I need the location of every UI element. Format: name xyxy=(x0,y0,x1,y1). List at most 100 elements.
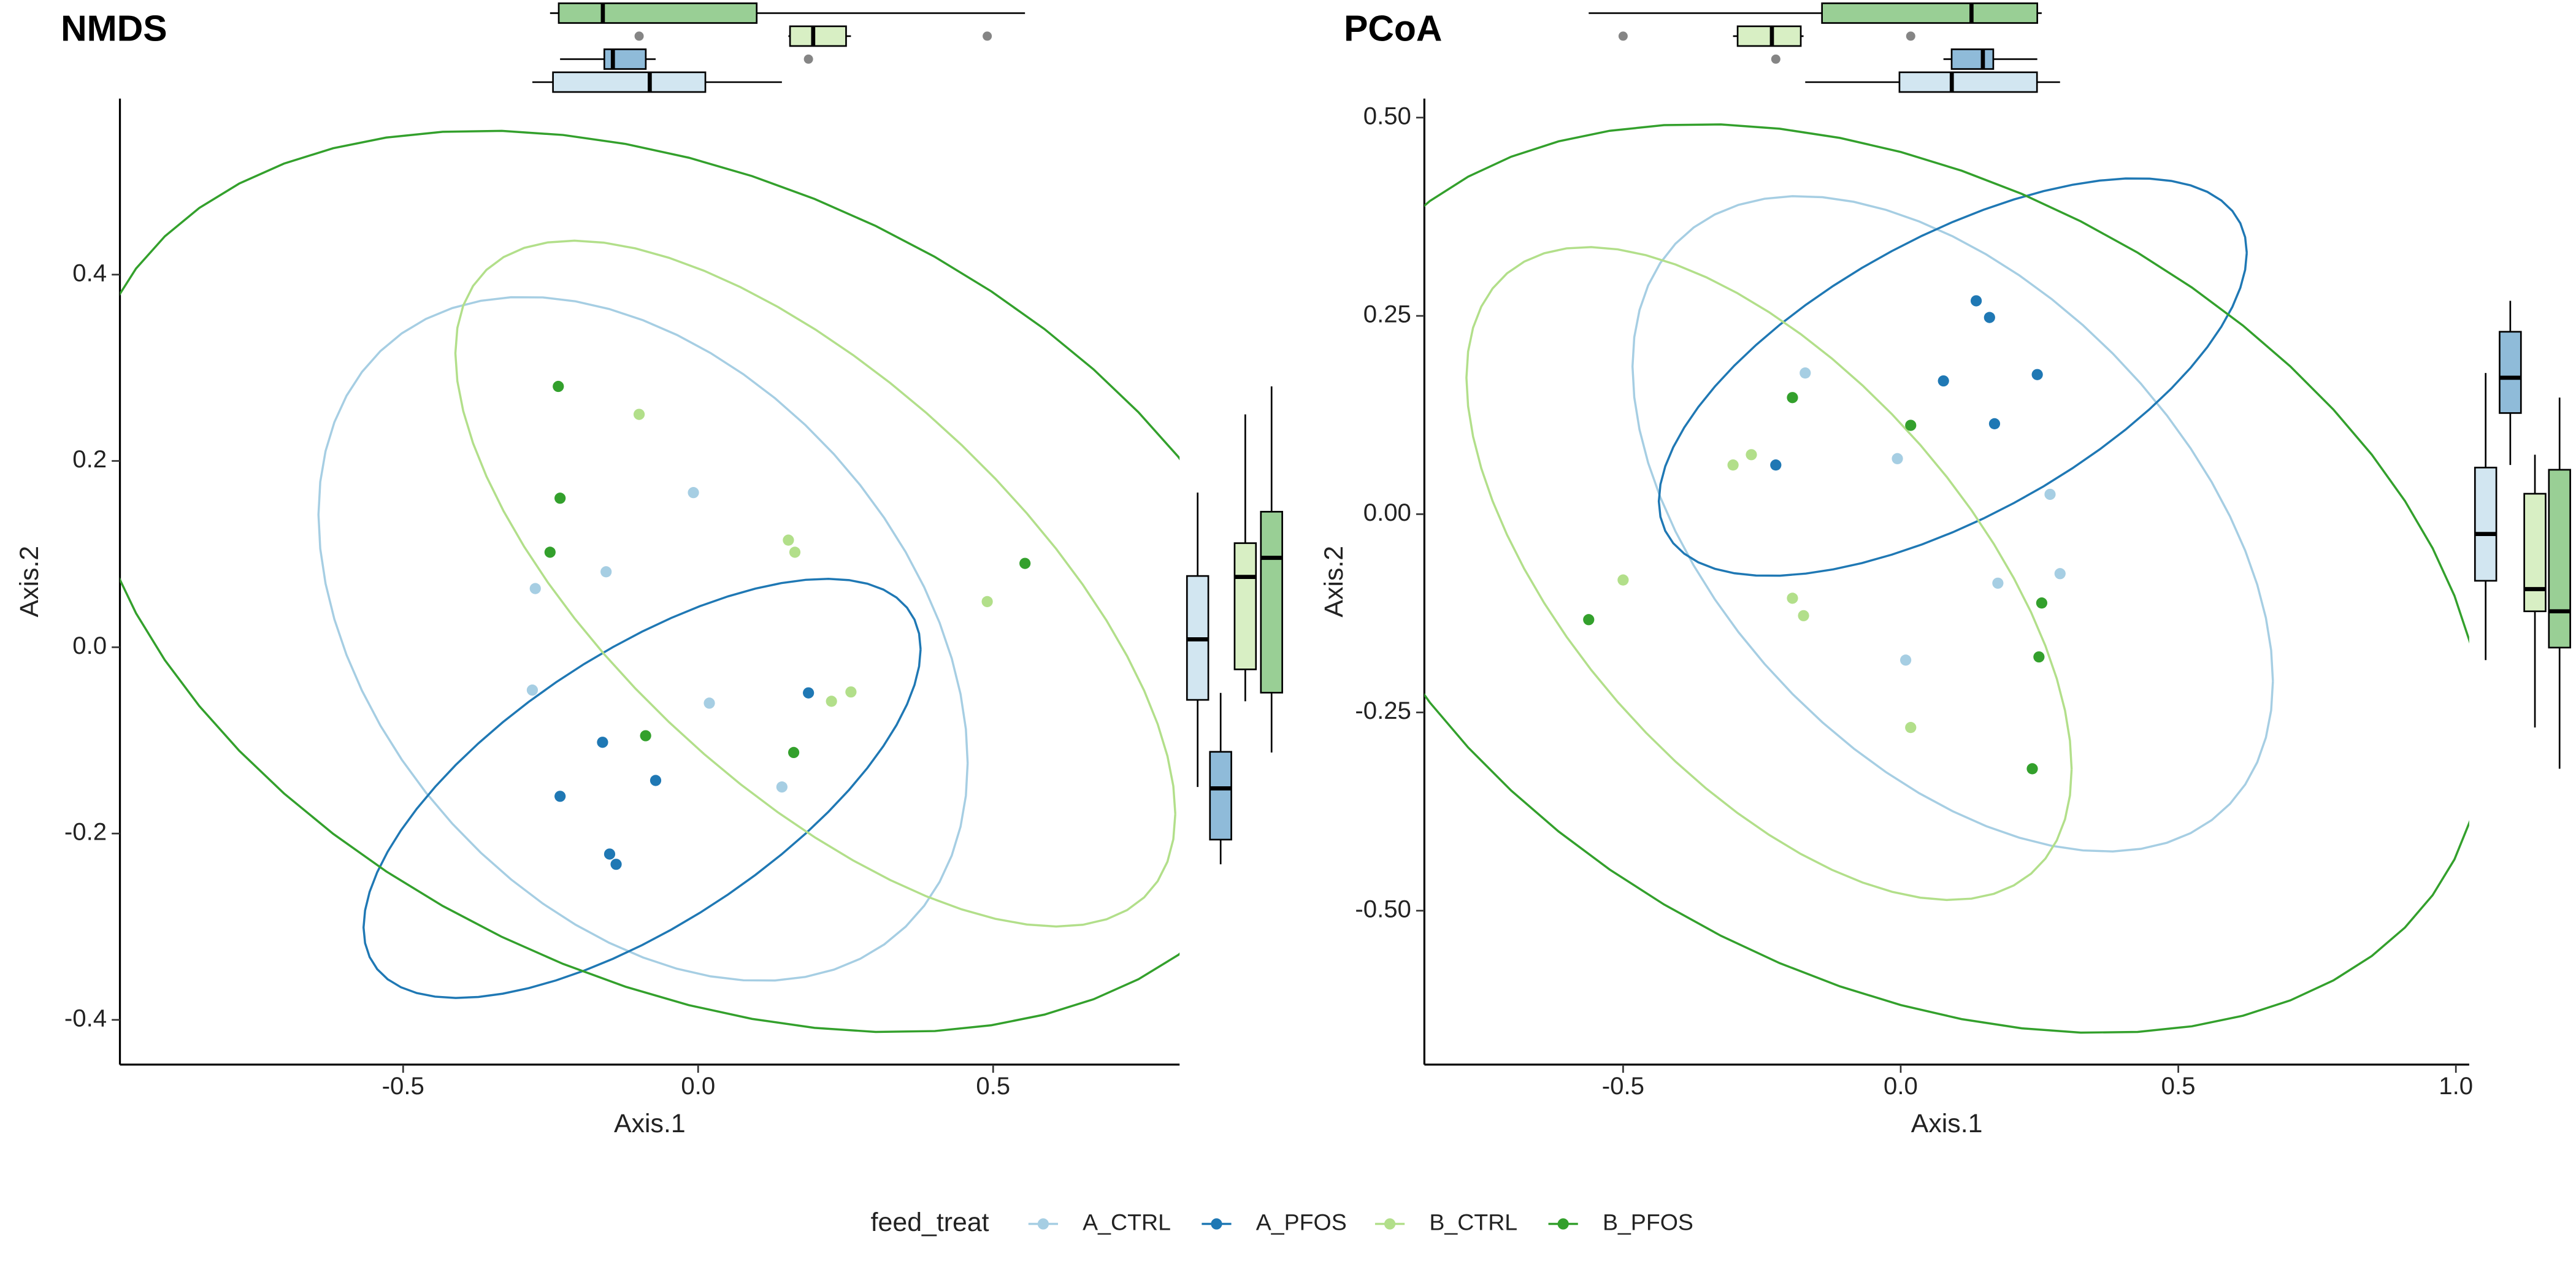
box xyxy=(1260,510,1283,694)
point xyxy=(2054,568,2066,580)
point xyxy=(640,730,651,742)
point xyxy=(1905,722,1917,734)
point xyxy=(803,687,815,699)
point xyxy=(544,546,556,558)
y-tick-label: 0.00 xyxy=(1363,499,1411,526)
point xyxy=(650,775,662,786)
point xyxy=(2044,488,2056,500)
ellipse xyxy=(1657,177,2248,577)
point xyxy=(554,493,566,504)
point xyxy=(1984,312,1995,323)
panel: PCoA -0.5 0.0 0.5 1.0 -0.50 -0.25 0.00 0.25 0.50 A… xyxy=(1319,2,2571,1138)
x-tick-label: 0.0 xyxy=(681,1072,715,1100)
legend: feed_treat A_CTRL A_PFOS B_CTRL B_PFOS xyxy=(871,1208,1693,1237)
point xyxy=(1787,592,1798,604)
ellipse xyxy=(317,296,969,982)
box xyxy=(1898,71,2038,93)
point xyxy=(554,791,566,802)
point xyxy=(1938,375,1949,387)
point xyxy=(604,848,616,860)
point xyxy=(600,566,612,578)
box-outlier xyxy=(803,54,813,64)
legend-key-point xyxy=(1211,1218,1222,1230)
point xyxy=(703,697,715,709)
y-tick-label: -0.2 xyxy=(64,818,107,846)
y-tick-label: -0.4 xyxy=(64,1004,107,1032)
panel: NMDS -0.5 0.0 0.5 -0.4 -0.2 0.0 0.2 0.4 Axis.1 Axi… xyxy=(15,2,1283,1138)
point xyxy=(1583,614,1595,626)
point xyxy=(2036,597,2048,609)
y-tick-label: 0.25 xyxy=(1363,301,1411,328)
point xyxy=(688,487,699,499)
point xyxy=(788,746,800,759)
ellipse xyxy=(362,577,922,999)
box xyxy=(558,2,758,24)
legend-title: feed_treat xyxy=(871,1208,989,1237)
legend-label: A_PFOS xyxy=(1256,1209,1347,1235)
point xyxy=(553,380,564,393)
box xyxy=(2499,331,2522,414)
x-axis-label: Axis.1 xyxy=(1911,1109,1983,1138)
point xyxy=(776,781,788,793)
box xyxy=(1209,751,1232,841)
box xyxy=(1736,25,1802,47)
point xyxy=(783,534,794,546)
point xyxy=(1892,453,1903,464)
point xyxy=(1617,574,1629,586)
chart-title: PCoA xyxy=(1344,9,1442,48)
y-axis-label: Axis.2 xyxy=(15,546,44,618)
box-outlier xyxy=(1618,31,1628,41)
y-tick-label: 0.0 xyxy=(72,632,107,659)
point xyxy=(633,408,645,420)
legend-key-point xyxy=(1557,1218,1569,1230)
point xyxy=(1800,367,1811,379)
y-axis-label: Axis.2 xyxy=(1319,546,1349,618)
point xyxy=(789,546,801,558)
box xyxy=(2474,466,2497,582)
x-tick-label: 0.5 xyxy=(976,1072,1010,1100)
box xyxy=(552,71,707,93)
ellipse xyxy=(1424,123,2469,1034)
chart-title: NMDS xyxy=(61,9,167,48)
ellipse xyxy=(1631,195,2274,853)
legend-label: B_PFOS xyxy=(1603,1209,1693,1235)
box-outlier xyxy=(1906,31,1915,41)
point xyxy=(597,737,608,748)
box xyxy=(2523,493,2547,613)
y-tick-label: 0.4 xyxy=(72,259,107,286)
point xyxy=(2026,763,2038,775)
point xyxy=(1770,459,1782,471)
y-tick-label: 0.2 xyxy=(72,445,107,473)
point xyxy=(2033,651,2045,663)
box xyxy=(1233,542,1257,670)
point xyxy=(2031,369,2043,380)
point xyxy=(610,859,622,870)
box-outlier xyxy=(1771,54,1781,64)
y-tick-label: 0.50 xyxy=(1363,102,1411,129)
point xyxy=(826,696,837,707)
point xyxy=(1787,392,1798,404)
box-outlier xyxy=(983,31,992,41)
x-tick-label: -0.5 xyxy=(1602,1072,1644,1100)
x-tick-label: 1.0 xyxy=(2439,1072,2473,1100)
point xyxy=(1988,418,2001,429)
point xyxy=(529,583,541,594)
point xyxy=(1798,610,1809,621)
legend-key-point xyxy=(1037,1218,1049,1230)
point xyxy=(1746,449,1757,461)
point xyxy=(1992,577,2004,589)
point xyxy=(1970,295,1982,307)
point xyxy=(1019,558,1031,569)
box xyxy=(2548,469,2571,649)
box xyxy=(1950,48,1995,70)
x-axis-label: Axis.1 xyxy=(614,1109,686,1138)
ellipse xyxy=(1465,246,2073,902)
point xyxy=(981,596,993,607)
ellipse xyxy=(454,239,1176,928)
point xyxy=(1905,420,1917,431)
point xyxy=(526,684,539,696)
x-tick-label: 0.5 xyxy=(2161,1072,2196,1100)
legend-key-point xyxy=(1384,1218,1396,1230)
box xyxy=(603,48,647,70)
